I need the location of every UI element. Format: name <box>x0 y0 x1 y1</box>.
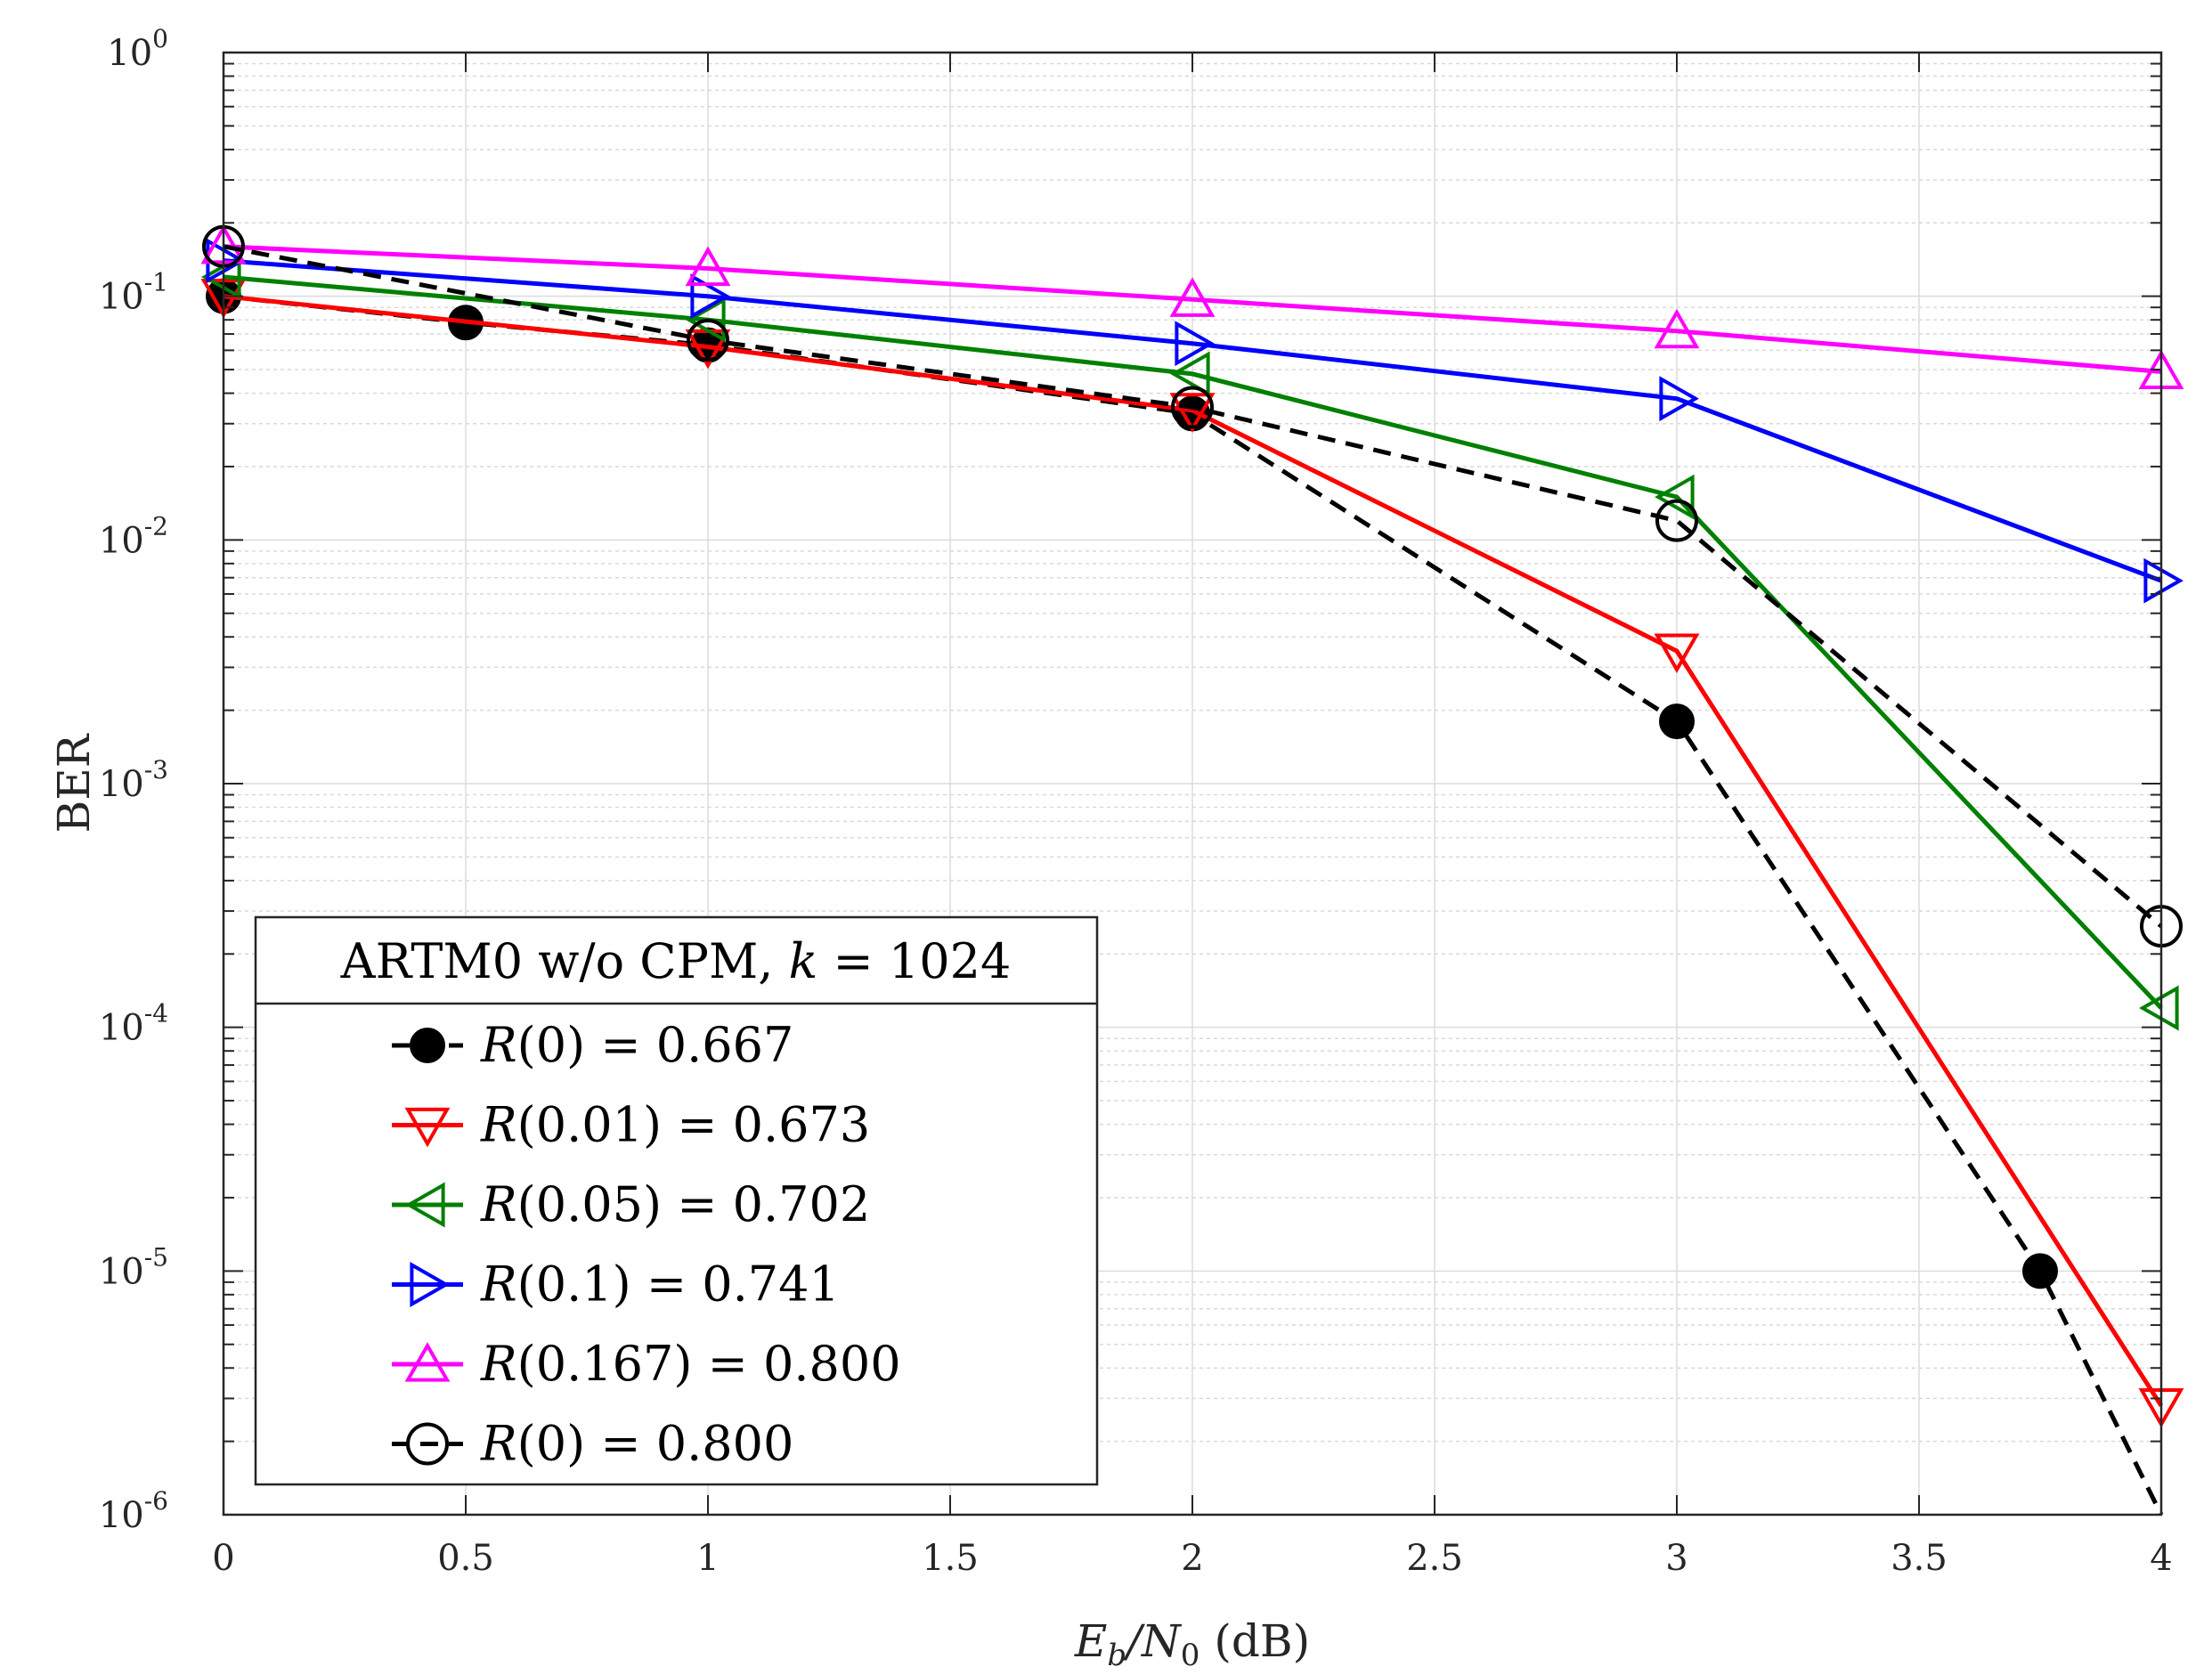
x-tick-label: 3.5 <box>1891 1538 1948 1579</box>
data-point <box>1655 474 1695 520</box>
legend-marker <box>406 1422 449 1466</box>
y-axis-label: BER <box>48 733 100 833</box>
legend-marker <box>404 1107 451 1148</box>
x-tick-label: 2.5 <box>1406 1538 1463 1579</box>
legend-title-prefix: ARTM0 w/o CPM, <box>340 933 789 989</box>
series-layer <box>200 224 2184 1516</box>
data-point <box>1654 633 1700 674</box>
legend-item: R(0.1) = 0.741 <box>392 1256 840 1313</box>
y-tick-label: 10-2 <box>99 511 168 561</box>
x-tick-label: 1 <box>696 1538 719 1579</box>
legend-item: R(0.01) = 0.673 <box>392 1097 870 1153</box>
legend-title-suffix: = 1024 <box>817 933 1011 989</box>
x-axis-label-n: /N <box>1123 1615 1183 1667</box>
data-point <box>1654 308 1700 349</box>
series-line <box>223 258 2162 583</box>
legend-item: R(0) = 0.667 <box>392 1017 793 1073</box>
x-axis-label: Eb/N0 (dB) <box>1074 1615 1310 1673</box>
legend: ARTM0 w/o CPM, k = 1024 R(0) = 0.667 R(0.… <box>254 915 1099 1486</box>
legend-marker <box>410 1028 445 1063</box>
y-tick-label: 10-6 <box>99 1486 168 1536</box>
series-line <box>223 244 2162 374</box>
y-tick-labels: 100 10-1 10-2 10-3 10-4 10-5 10-6 <box>99 24 168 1536</box>
legend-title: ARTM0 w/o CPM, k = 1024 <box>340 933 1012 989</box>
series-line <box>223 294 2164 1407</box>
x-tick-label: 2 <box>1181 1538 1203 1579</box>
y-tick-label: 100 <box>107 24 168 74</box>
legend-box <box>254 915 1099 1486</box>
series-3 <box>206 238 2184 604</box>
y-tick-label: 10-4 <box>99 999 168 1049</box>
legend-label: R(0) = 0.667 <box>480 1017 793 1073</box>
data-point <box>1169 393 1216 433</box>
legend-entries: R(0) = 0.667 R(0.01) = 0.673 R(0.05) = 0.7… <box>392 1017 901 1472</box>
x-tick-label: 0.5 <box>437 1538 494 1579</box>
data-point <box>2022 1253 2058 1289</box>
data-point <box>1175 321 1215 367</box>
tick-marks <box>223 52 2162 1516</box>
series-line <box>223 244 2163 929</box>
data-point <box>1171 386 1214 429</box>
x-axis-label-sub-b: b <box>1107 1638 1126 1673</box>
data-point <box>1170 351 1210 397</box>
data-point <box>1659 703 1695 740</box>
x-axis-label-unit: (dB) <box>1200 1615 1310 1667</box>
data-point <box>2139 985 2179 1031</box>
data-point <box>685 246 731 287</box>
legend-label: R(0.167) = 0.800 <box>480 1336 901 1392</box>
x-tick-label: 4 <box>2150 1538 2172 1579</box>
legend-item: R(0.167) = 0.800 <box>392 1336 901 1392</box>
legend-item: R(0) = 0.800 <box>392 1416 793 1472</box>
legend-label: R(0) = 0.800 <box>480 1416 793 1472</box>
legend-marker <box>404 1342 451 1382</box>
legend-marker <box>410 1262 450 1307</box>
x-tick-label: 0 <box>212 1538 234 1579</box>
series-2 <box>201 254 2179 1031</box>
legend-label: R(0.01) = 0.673 <box>480 1097 870 1153</box>
y-tick-label: 10-3 <box>99 755 168 805</box>
data-point <box>687 319 729 362</box>
x-tick-labels: 0 0.5 1 1.5 2 2.5 3 3.5 4 <box>212 1538 2172 1579</box>
legend-label: R(0.05) = 0.702 <box>480 1176 870 1232</box>
data-point <box>1169 277 1216 317</box>
data-point <box>686 297 726 343</box>
data-point <box>690 273 730 320</box>
y-tick-label: 10-5 <box>99 1242 168 1292</box>
legend-marker <box>405 1182 445 1228</box>
legend-title-var: k <box>789 933 818 989</box>
y-tick-label: 10-1 <box>99 268 168 318</box>
legend-label: R(0.1) = 0.741 <box>480 1256 840 1313</box>
series-line <box>223 274 2163 1010</box>
data-point <box>1655 499 1698 542</box>
data-point <box>2143 557 2184 604</box>
x-axis-label-sub-0: 0 <box>1181 1638 1200 1673</box>
legend-item: R(0.05) = 0.702 <box>392 1176 870 1232</box>
x-tick-label: 1.5 <box>922 1538 979 1579</box>
x-axis-label-e: E <box>1074 1615 1108 1667</box>
data-point <box>1659 376 1699 422</box>
x-tick-label: 3 <box>1665 1538 1687 1579</box>
